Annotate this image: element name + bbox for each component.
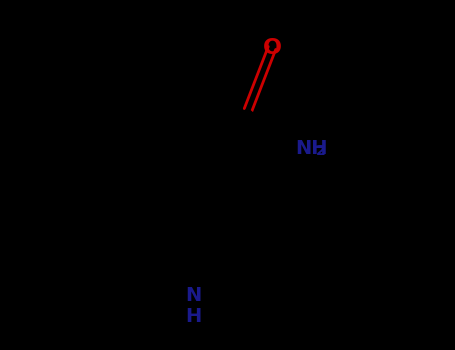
Text: N: N xyxy=(185,286,201,305)
Text: O: O xyxy=(263,38,282,58)
Text: NH: NH xyxy=(295,139,328,158)
Text: 2: 2 xyxy=(316,144,326,158)
Text: H: H xyxy=(185,307,201,326)
